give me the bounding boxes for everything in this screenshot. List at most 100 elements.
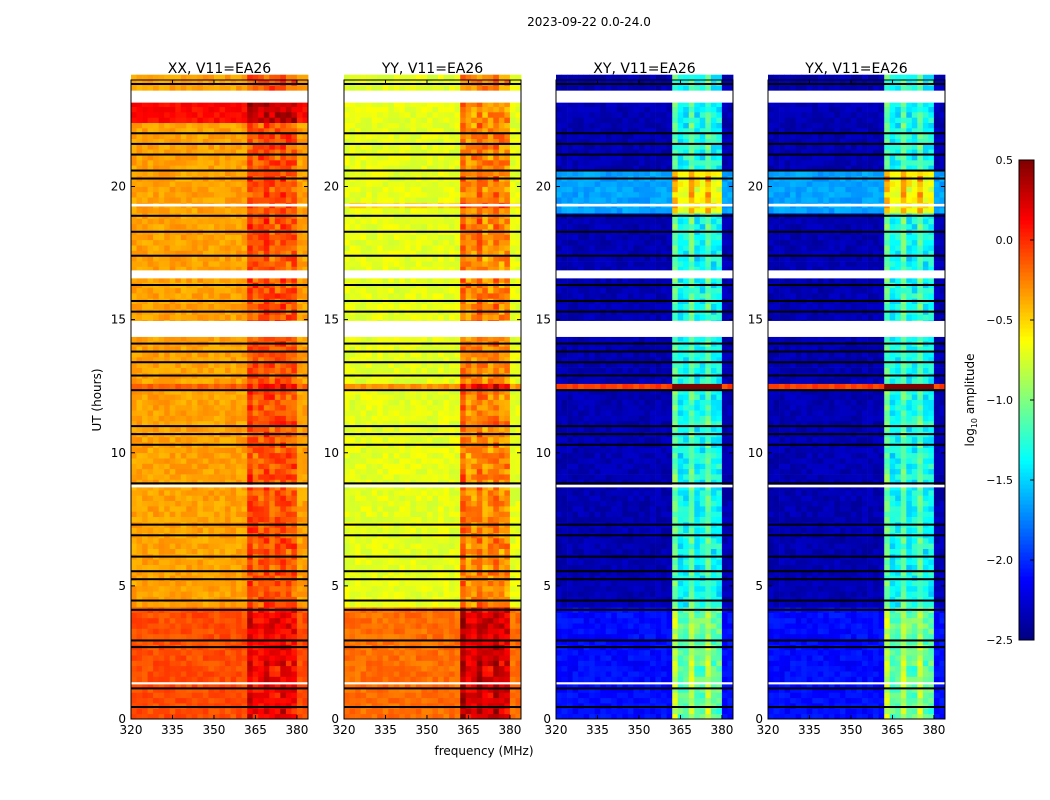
heatmap-cell <box>214 85 220 91</box>
heatmap-cell <box>214 612 220 619</box>
heatmap-cell <box>202 490 209 496</box>
heatmap-cell <box>296 404 303 411</box>
heatmap-cell <box>421 655 428 661</box>
heatmap-cell <box>214 181 220 187</box>
heatmap-cell <box>191 170 198 177</box>
heatmap-cell <box>169 458 176 464</box>
heatmap-cell <box>410 628 417 635</box>
heatmap-cell <box>136 463 143 470</box>
heatmap-cell <box>296 101 303 107</box>
heatmap-cell <box>175 660 182 667</box>
heatmap-cell <box>197 127 204 134</box>
heatmap-cell <box>142 633 148 640</box>
heatmap-cell <box>360 687 367 693</box>
heatmap-cell <box>415 649 422 656</box>
heatmap-cell <box>197 245 204 251</box>
heatmap-cell <box>208 617 215 624</box>
heatmap-cell <box>296 80 303 86</box>
heatmap-cell <box>377 697 384 704</box>
heatmap-cell <box>438 665 444 672</box>
heatmap-cell <box>410 612 417 619</box>
heatmap-cell <box>285 436 292 443</box>
heatmap-cell <box>465 703 472 709</box>
heatmap-cell <box>471 708 478 715</box>
heatmap-cell <box>449 559 455 565</box>
heatmap-cell <box>454 703 461 709</box>
heatmap-cell <box>421 671 428 677</box>
heatmap-cell <box>164 138 171 145</box>
heatmap-cell <box>285 239 292 246</box>
heatmap-cell <box>498 687 505 693</box>
heatmap-cell <box>208 511 215 517</box>
heatmap-cell <box>180 655 187 661</box>
heatmap-cell <box>142 612 148 619</box>
heatmap-cell <box>296 266 303 273</box>
heatmap-cell <box>164 245 171 251</box>
heatmap-cell <box>263 112 270 118</box>
heatmap-cell <box>175 495 182 501</box>
heatmap-cell <box>460 591 467 597</box>
heatmap-cell <box>225 564 231 571</box>
heatmap-cell <box>388 697 395 704</box>
heatmap-cell <box>202 117 209 123</box>
heatmap-cell <box>504 617 511 624</box>
heatmap-cell <box>142 154 148 161</box>
heatmap-cell <box>219 681 226 688</box>
heatmap-cell <box>487 649 494 656</box>
heatmap-cell <box>142 101 148 107</box>
heatmap-cell <box>136 516 143 523</box>
heatmap-cell <box>147 351 154 358</box>
heatmap-cell <box>180 356 187 363</box>
heatmap-cell <box>214 277 220 283</box>
heatmap-cell <box>302 383 309 390</box>
heatmap-cell <box>131 223 137 230</box>
heatmap-cell <box>158 468 165 475</box>
heatmap-cell <box>415 655 422 661</box>
heatmap-cell <box>302 101 309 107</box>
heatmap-cell <box>131 681 137 688</box>
heatmap-cell <box>241 335 248 342</box>
heatmap-cell <box>427 665 433 672</box>
heatmap-cell <box>252 159 259 166</box>
heatmap-cell <box>415 580 422 587</box>
heatmap-cell <box>263 585 270 592</box>
heatmap-cell <box>186 191 193 198</box>
heatmap-cell <box>147 356 154 363</box>
flagged-line <box>131 523 308 526</box>
heatmap-cell <box>465 564 472 571</box>
heatmap-cell <box>191 351 198 358</box>
heatmap-cell <box>432 580 439 587</box>
heatmap-cell <box>302 106 309 113</box>
heatmap-cell <box>258 612 265 619</box>
heatmap-cell <box>219 559 226 565</box>
heatmap-cell <box>202 628 209 635</box>
heatmap-cell <box>388 649 395 656</box>
heatmap-cell <box>197 559 204 565</box>
heatmap-cell <box>410 575 417 581</box>
heatmap-cell <box>377 596 384 603</box>
heatmap-cell <box>493 639 500 645</box>
heatmap-cell <box>449 585 455 592</box>
heatmap-cell <box>191 420 198 427</box>
heatmap-cell <box>393 564 400 571</box>
heatmap-cell <box>399 580 406 587</box>
heatmap-cell <box>175 149 182 155</box>
heatmap-cell <box>186 676 193 683</box>
heatmap-cell <box>427 681 433 688</box>
heatmap-cell <box>180 703 187 709</box>
heatmap-cell <box>219 580 226 587</box>
heatmap-cell <box>202 681 209 688</box>
heatmap-cell <box>291 575 298 581</box>
heatmap-cell <box>269 170 276 177</box>
heatmap-cell <box>449 665 455 672</box>
heatmap-cell <box>291 617 298 624</box>
heatmap-cell <box>202 85 209 91</box>
heatmap-cell <box>247 426 254 432</box>
heatmap-cell <box>377 585 384 592</box>
heatmap-cell <box>241 367 248 374</box>
heatmap-cell <box>142 463 148 470</box>
heatmap-cell <box>180 580 187 587</box>
heatmap-cell <box>169 474 176 480</box>
heatmap-cell <box>136 580 143 587</box>
heatmap-cell <box>366 703 372 709</box>
